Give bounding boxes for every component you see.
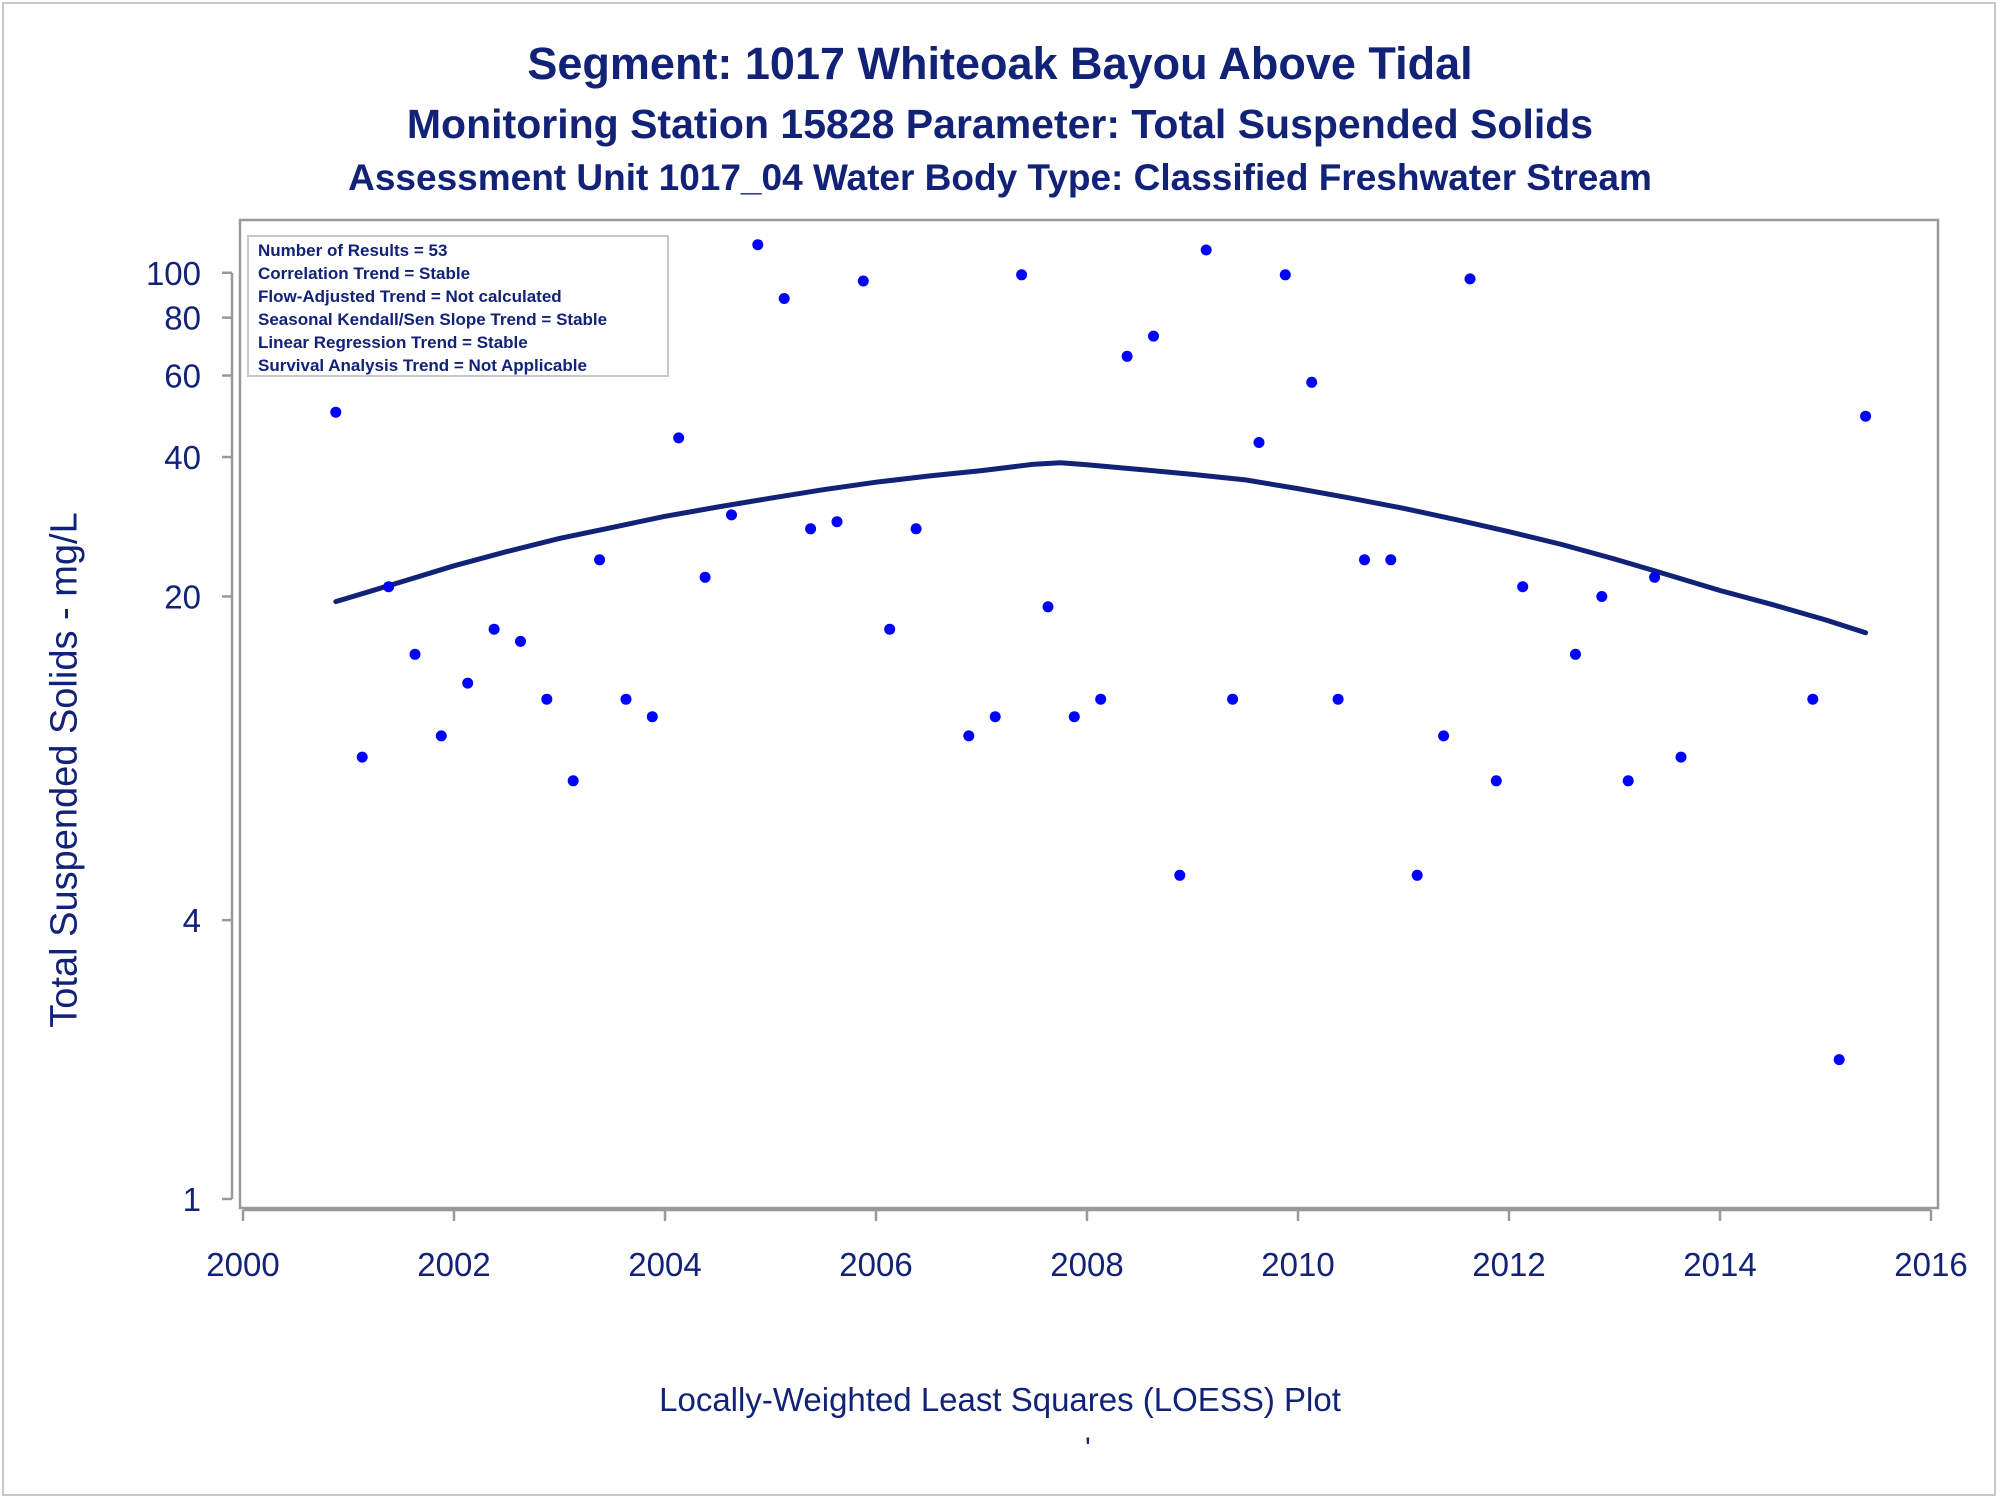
- points-layer: [330, 239, 1872, 1066]
- data-point-14: [699, 571, 711, 583]
- x-tick-label-1: 2002: [417, 1246, 490, 1283]
- stats-line-4: Linear Regression Trend = Stable: [258, 333, 528, 352]
- data-point-34: [1253, 437, 1265, 448]
- data-point-52: [1860, 410, 1872, 422]
- data-point-31: [1174, 869, 1186, 881]
- data-point-39: [1385, 554, 1397, 566]
- y-axis-label: Total Suspended Solids - mg/L: [43, 512, 86, 1028]
- stats-box-border: [247, 235, 669, 377]
- stats-box: Number of Results = 53 Correlation Trend …: [247, 235, 669, 377]
- y-tick-label-6: 100: [146, 255, 201, 292]
- x-tick-label-2: 2004: [628, 1246, 701, 1283]
- y-tick-label-2: 20: [164, 578, 201, 615]
- data-point-26: [1042, 601, 1054, 613]
- x-axis: 2000 2002 2004 2006 2008 2010 2012 2014 2016: [206, 1208, 1968, 1283]
- data-point-46: [1596, 591, 1608, 602]
- data-point-48: [1649, 571, 1661, 583]
- data-point-50: [1807, 693, 1819, 705]
- data-point-0: [330, 406, 342, 418]
- data-point-32: [1200, 244, 1212, 256]
- chart-subtitle-2: Assessment Unit 1017_04 Water Body Type:…: [348, 157, 1652, 198]
- stats-line-5: Survival Analysis Trend = Not Applicable: [258, 356, 587, 375]
- footnote-mark: ': [1085, 1432, 1091, 1465]
- data-point-45: [1570, 648, 1581, 660]
- x-tick-label-6: 2012: [1472, 1246, 1545, 1283]
- y-tick-label-5: 80: [164, 300, 201, 337]
- data-point-47: [1622, 775, 1634, 787]
- data-point-5: [462, 677, 474, 689]
- plot-area: [238, 218, 1940, 1210]
- data-point-38: [1359, 554, 1370, 566]
- data-point-18: [805, 523, 817, 535]
- loess-curve-layer: [333, 460, 1869, 636]
- data-point-30: [1148, 330, 1159, 342]
- x-tick-label-8: 2016: [1894, 1246, 1967, 1283]
- data-point-44: [1517, 581, 1529, 593]
- data-point-33: [1227, 693, 1239, 705]
- data-point-9: [567, 775, 579, 787]
- data-point-51: [1833, 1054, 1845, 1066]
- data-point-23: [963, 730, 975, 742]
- data-point-36: [1306, 376, 1318, 388]
- data-point-40: [1411, 869, 1423, 881]
- data-point-49: [1675, 751, 1687, 763]
- data-point-17: [778, 293, 790, 304]
- y-tick-label-0: 1: [183, 1181, 201, 1218]
- stats-line-0: Number of Results = 53: [258, 241, 447, 260]
- data-point-42: [1464, 273, 1476, 285]
- data-point-3: [409, 648, 421, 660]
- data-point-35: [1279, 269, 1291, 281]
- data-point-41: [1438, 730, 1450, 742]
- stats-line-3: Seasonal Kendall/Sen Slope Trend = Stabl…: [258, 310, 607, 329]
- stats-line-2: Flow-Adjusted Trend = Not calculated: [258, 287, 562, 306]
- data-point-25: [1016, 269, 1028, 281]
- data-point-15: [726, 509, 737, 521]
- x-tick-label-4: 2008: [1050, 1246, 1123, 1283]
- data-point-20: [857, 275, 869, 287]
- data-point-27: [1068, 711, 1080, 723]
- data-point-1: [356, 751, 368, 763]
- chart-title: Segment: 1017 Whiteoak Bayou Above Tidal: [527, 38, 1473, 89]
- data-point-11: [620, 693, 632, 705]
- data-point-8: [541, 693, 553, 705]
- data-point-43: [1490, 775, 1502, 787]
- y-tick-label-4: 60: [164, 358, 201, 395]
- data-point-10: [594, 554, 606, 566]
- y-axis: 1 4 20 40 60 80 100: [146, 255, 234, 1218]
- x-tick-label-7: 2014: [1683, 1246, 1756, 1283]
- data-point-22: [910, 523, 922, 535]
- data-point-16: [752, 239, 764, 251]
- data-point-28: [1095, 693, 1107, 705]
- data-point-24: [989, 711, 1001, 723]
- data-point-6: [488, 623, 500, 635]
- x-tick-label-0: 2000: [206, 1246, 279, 1283]
- chart-subtitle: Monitoring Station 15828 Parameter: Tota…: [406, 101, 1594, 147]
- x-tick-label-5: 2010: [1261, 1246, 1334, 1283]
- y-tick-label-1: 4: [183, 902, 201, 939]
- x-tick-label-3: 2006: [839, 1246, 912, 1283]
- data-point-7: [515, 635, 526, 647]
- loess-curve: [333, 460, 1869, 636]
- data-point-12: [646, 711, 658, 723]
- data-point-13: [673, 432, 685, 444]
- data-point-37: [1332, 693, 1344, 705]
- data-point-21: [884, 623, 896, 635]
- data-point-29: [1121, 350, 1133, 362]
- footnote: Locally-Weighted Least Squares (LOESS) P…: [659, 1381, 1341, 1418]
- data-point-19: [831, 516, 843, 528]
- stats-line-1: Correlation Trend = Stable: [258, 264, 470, 283]
- y-tick-label-3: 40: [164, 439, 201, 476]
- data-point-4: [435, 730, 447, 742]
- data-point-2: [383, 581, 395, 593]
